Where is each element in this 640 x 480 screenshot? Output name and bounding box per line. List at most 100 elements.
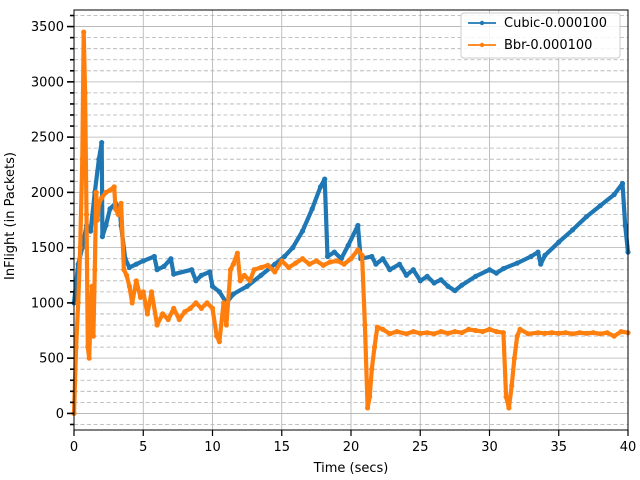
- data-point: [549, 330, 555, 336]
- data-point: [517, 326, 523, 332]
- data-point: [189, 267, 195, 273]
- data-point: [230, 291, 236, 297]
- data-point: [362, 322, 368, 328]
- data-point: [493, 270, 499, 276]
- data-point: [345, 242, 351, 248]
- data-point: [107, 187, 113, 193]
- data-point: [83, 211, 90, 218]
- data-point: [374, 324, 380, 330]
- data-point: [355, 222, 361, 229]
- data-point: [204, 300, 210, 306]
- data-point: [198, 272, 204, 278]
- data-point: [313, 258, 319, 264]
- legend-label-cubic: Cubic-0.000100: [504, 16, 607, 31]
- data-point: [367, 394, 373, 400]
- data-point: [168, 256, 174, 262]
- data-point: [230, 261, 236, 267]
- y-tick-label: 1500: [31, 241, 64, 256]
- data-point: [570, 227, 576, 233]
- y-tick-label: 1000: [31, 296, 64, 311]
- data-point: [556, 330, 562, 336]
- data-point: [514, 260, 520, 266]
- data-point: [216, 289, 222, 295]
- x-tick-label: 5: [139, 440, 147, 455]
- data-point: [193, 278, 199, 284]
- data-point: [154, 267, 160, 273]
- data-point: [73, 344, 79, 350]
- data-point: [327, 259, 333, 265]
- data-point: [75, 300, 81, 306]
- data-point: [290, 245, 296, 251]
- y-tick-label: 2500: [31, 131, 64, 146]
- y-tick-label: 3000: [31, 75, 64, 90]
- data-point: [438, 277, 444, 283]
- data-point: [241, 272, 247, 278]
- data-point: [452, 288, 458, 294]
- data-point: [331, 249, 337, 255]
- data-point: [88, 311, 94, 317]
- data-point: [99, 195, 105, 201]
- data-point: [334, 258, 340, 264]
- data-point: [511, 355, 517, 361]
- x-tick-label: 40: [620, 440, 637, 455]
- data-point: [431, 280, 437, 286]
- data-point: [369, 366, 375, 372]
- data-point: [535, 330, 541, 336]
- data-point: [107, 206, 113, 212]
- data-point: [359, 252, 365, 258]
- data-point: [140, 258, 146, 264]
- data-point: [410, 267, 416, 273]
- data-point: [133, 261, 139, 267]
- data-point: [176, 316, 182, 323]
- data-point: [417, 330, 423, 336]
- data-point: [611, 192, 617, 198]
- data-point: [118, 200, 124, 206]
- data-point: [129, 300, 135, 306]
- data-point: [403, 331, 409, 337]
- data-point: [597, 331, 603, 337]
- data-point: [151, 253, 157, 260]
- data-point: [161, 263, 167, 269]
- x-tick-label: 15: [273, 440, 290, 455]
- data-point: [171, 271, 177, 277]
- data-point: [121, 267, 127, 273]
- data-point: [99, 140, 105, 146]
- data-point: [466, 326, 472, 332]
- y-axis-label: InFlight (in Packets): [3, 152, 18, 280]
- data-point: [216, 339, 222, 345]
- legend-box: [460, 12, 621, 59]
- data-point: [380, 256, 386, 262]
- data-point: [293, 260, 299, 266]
- x-axis-label: Time (secs): [313, 461, 389, 476]
- data-point: [221, 300, 227, 306]
- x-tick-label: 30: [481, 440, 498, 455]
- data-point: [424, 330, 430, 336]
- data-point: [445, 283, 451, 289]
- data-point: [126, 283, 132, 289]
- data-point: [355, 247, 361, 253]
- data-point: [198, 305, 204, 311]
- data-point: [237, 278, 243, 284]
- data-point: [299, 256, 306, 262]
- data-point: [193, 300, 199, 306]
- data-point: [234, 250, 240, 256]
- data-point: [528, 253, 534, 260]
- y-tick-label: 500: [39, 352, 64, 367]
- data-point: [583, 330, 590, 336]
- data-point: [525, 331, 531, 337]
- data-point: [272, 269, 278, 275]
- data-point: [486, 267, 493, 273]
- data-point: [187, 305, 193, 311]
- data-point: [103, 222, 109, 229]
- data-point: [103, 189, 109, 195]
- data-point: [251, 267, 257, 273]
- data-point: [258, 264, 264, 271]
- data-point: [583, 214, 590, 220]
- data-point: [611, 333, 617, 339]
- data-point: [506, 405, 512, 411]
- data-point: [88, 228, 94, 234]
- data-point: [542, 330, 548, 336]
- data-point: [126, 264, 132, 271]
